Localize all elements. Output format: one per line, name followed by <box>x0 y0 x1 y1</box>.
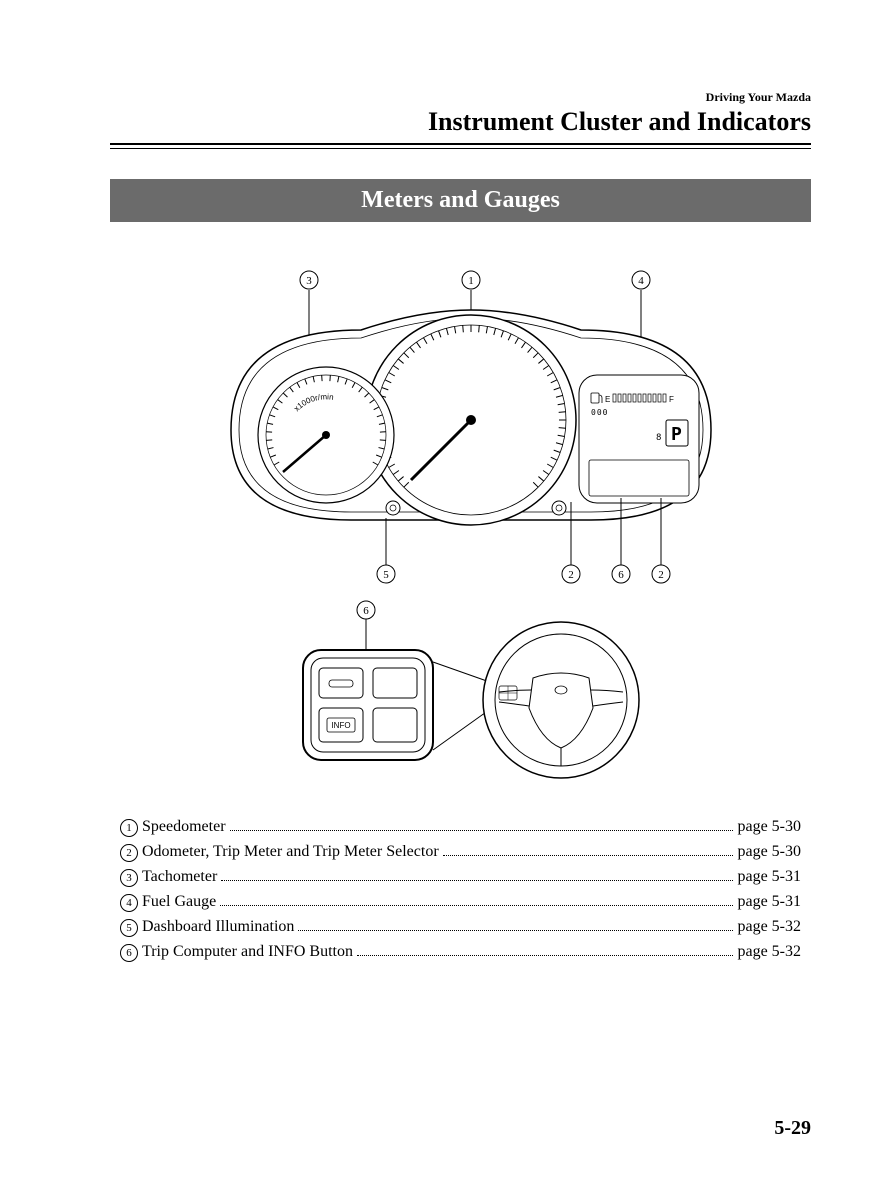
leader-dots <box>230 830 734 831</box>
leader-dots <box>357 955 733 956</box>
item-label: Speedometer <box>142 818 226 836</box>
leader-dots <box>221 880 733 881</box>
item-label: Fuel Gauge <box>142 893 216 911</box>
leader-dots <box>220 905 733 906</box>
list-item: 2Odometer, Trip Meter and Trip Meter Sel… <box>120 843 801 862</box>
item-label: Odometer, Trip Meter and Trip Meter Sele… <box>142 843 439 861</box>
divider-thin <box>110 148 811 149</box>
svg-text:F: F <box>669 395 674 404</box>
section-banner: Meters and Gauges <box>110 179 811 222</box>
circled-number: 2 <box>120 844 138 862</box>
svg-text:000: 000 <box>591 408 608 417</box>
item-page-ref: page 5-32 <box>737 943 801 961</box>
svg-text:8: 8 <box>656 433 661 443</box>
circled-number: 6 <box>120 944 138 962</box>
item-label: Trip Computer and INFO Button <box>142 943 353 961</box>
item-page-ref: page 5-30 <box>737 843 801 861</box>
svg-text:2: 2 <box>568 569 574 581</box>
circled-number: 1 <box>120 819 138 837</box>
svg-text:3: 3 <box>306 275 312 287</box>
divider-thick <box>110 143 811 145</box>
chapter-title: Instrument Cluster and Indicators <box>110 107 811 137</box>
circled-number: 5 <box>120 919 138 937</box>
steering-wheel-diagram: 6 INFO <box>110 590 811 790</box>
svg-text:1: 1 <box>468 275 474 287</box>
list-item: 6Trip Computer and INFO Button page 5-32 <box>120 943 801 962</box>
item-label: Tachometer <box>142 868 217 886</box>
svg-text:6: 6 <box>618 569 624 581</box>
instrument-cluster-diagram: 314 x1000r/min <box>110 250 811 590</box>
leader-dots <box>298 930 733 931</box>
item-page-ref: page 5-32 <box>737 918 801 936</box>
item-label: Dashboard Illumination <box>142 918 294 936</box>
svg-text:E: E <box>605 395 610 404</box>
svg-text:INFO: INFO <box>331 721 350 730</box>
list-item: 3Tachometer page 5-31 <box>120 868 801 887</box>
svg-text:4: 4 <box>638 275 644 287</box>
svg-text:6: 6 <box>363 605 369 617</box>
item-list: 1Speedometerpage 5-302Odometer, Trip Met… <box>120 818 801 962</box>
svg-text:P: P <box>671 424 682 445</box>
list-item: 4Fuel Gauge page 5-31 <box>120 893 801 912</box>
circled-number: 3 <box>120 869 138 887</box>
leader-dots <box>443 855 734 856</box>
page-number: 5-29 <box>774 1117 811 1140</box>
list-item: 1Speedometer page 5-30 <box>120 818 801 837</box>
svg-text:2: 2 <box>658 569 664 581</box>
list-item: 5Dashboard Illumination page 5-32 <box>120 918 801 937</box>
item-page-ref: page 5-30 <box>737 818 801 836</box>
svg-text:5: 5 <box>383 569 389 581</box>
item-page-ref: page 5-31 <box>737 868 801 886</box>
circled-number: 4 <box>120 894 138 912</box>
item-page-ref: page 5-31 <box>737 893 801 911</box>
breadcrumb: Driving Your Mazda <box>110 90 811 105</box>
